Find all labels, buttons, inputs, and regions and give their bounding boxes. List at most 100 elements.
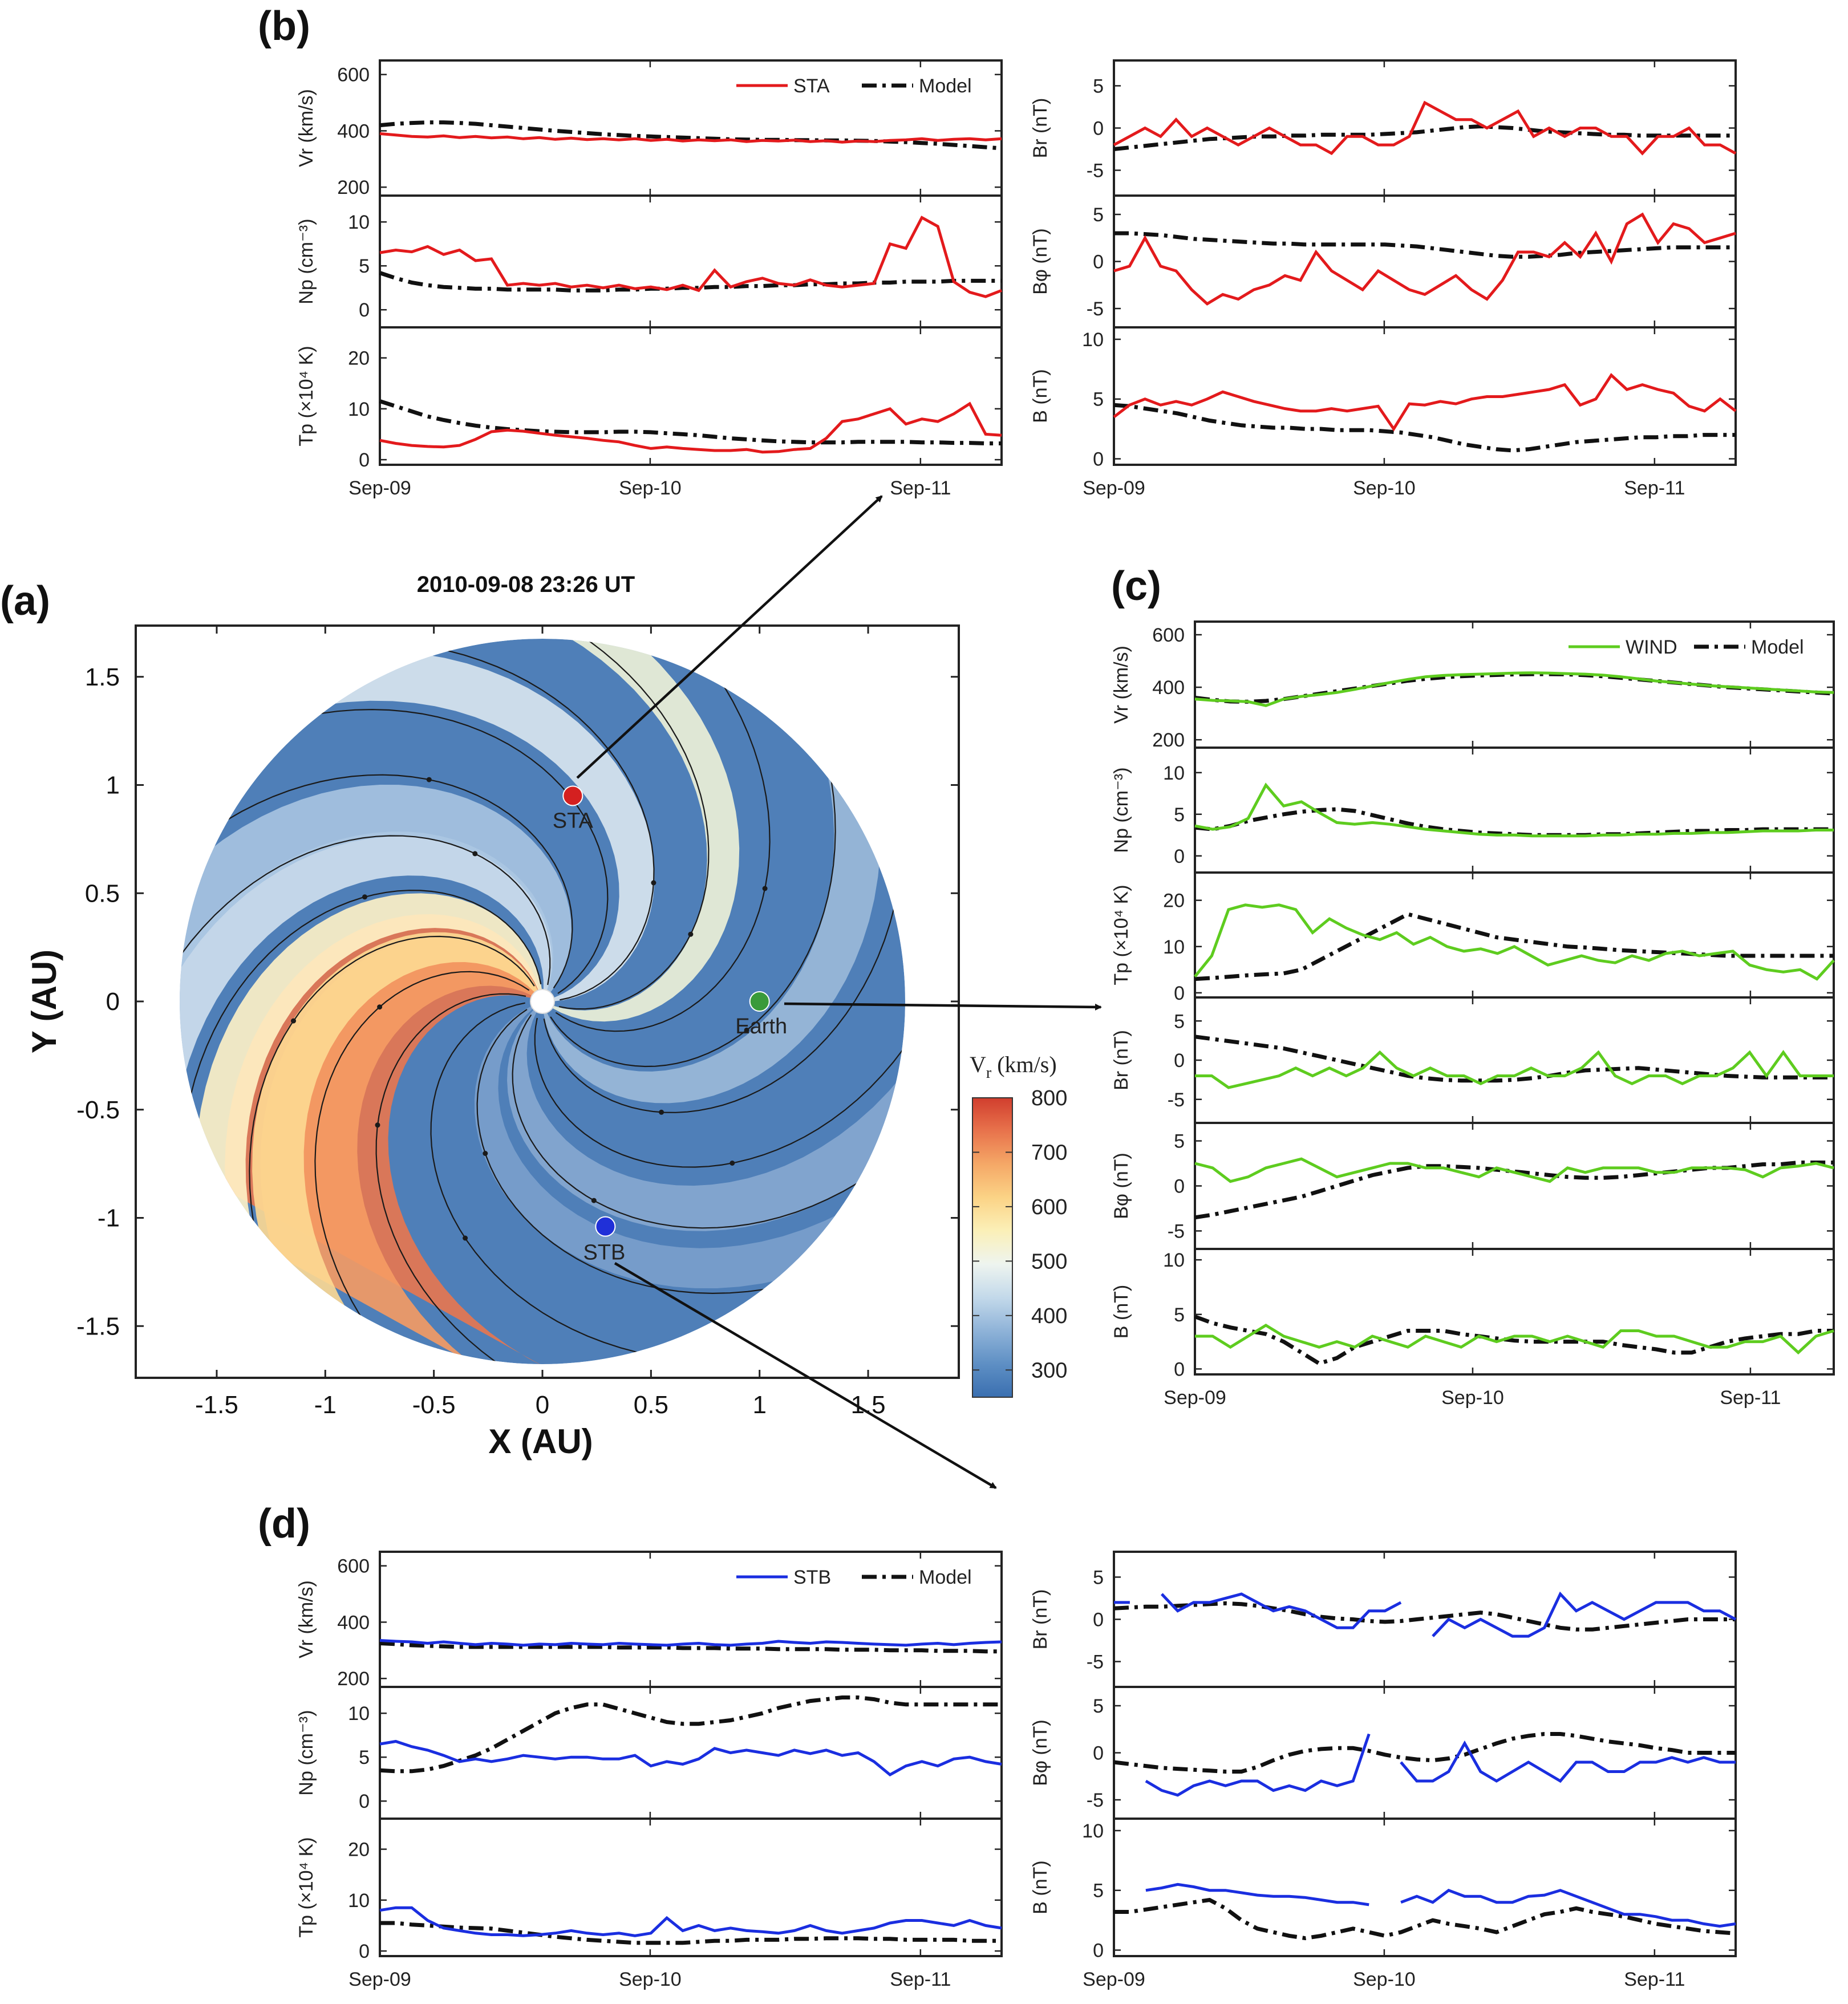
y-tick-label: 0 — [1093, 251, 1104, 273]
y-tick-label: 0 — [1093, 1609, 1104, 1631]
y-tick-label: 200 — [1152, 729, 1185, 751]
y-axis-label: Bφ (nT) — [1030, 228, 1051, 295]
field-line — [375, 993, 526, 1364]
y-tick-label: 600 — [337, 1556, 370, 1577]
field-line — [476, 1009, 784, 1295]
spacecraft-label: STA — [553, 809, 594, 833]
colorbar-ticks: 800 700 600 500 400 300 — [972, 1086, 1067, 1382]
subplot-frame — [1113, 59, 1737, 197]
legend-model-label: Model — [1751, 636, 1804, 658]
speed-band — [507, 1008, 905, 1231]
y-tick-label: 0 — [1174, 983, 1185, 1004]
speed-band — [180, 785, 572, 993]
y-tick-label: 0 — [1093, 449, 1104, 470]
observed-series-line — [379, 1739, 1002, 1777]
observed-series-line — [1194, 671, 1834, 707]
y-tick-label: 600 — [1152, 624, 1185, 646]
field-line — [543, 888, 899, 1113]
colorbar: Vr (km/s) 800 700 600 500 400 300 — [970, 1052, 1067, 1398]
y-tick-label: 10 — [1163, 936, 1185, 958]
y-tick-label: -5 — [1168, 1220, 1185, 1242]
y-axis-label: B (nT) — [1030, 369, 1051, 423]
field-line-arrow — [291, 1018, 296, 1024]
model-series-line — [1194, 1315, 1834, 1366]
subplot-frame — [1194, 620, 1835, 749]
colorbar-label: Vr (km/s) — [970, 1052, 1057, 1082]
x-tick-label: Sep-09 — [1164, 1387, 1226, 1409]
subplot-frame — [1113, 194, 1737, 328]
y-tick-label: 5 — [1093, 75, 1104, 97]
field-line-arrow — [730, 1161, 735, 1166]
y-tick-label: 400 — [337, 120, 370, 142]
model-series-line — [1113, 1601, 1736, 1632]
spacecraft-markers: STA Earth STB — [553, 785, 787, 1265]
observed-series-line — [379, 1639, 1002, 1647]
y-tick-label: 5 — [359, 1747, 370, 1768]
connector-arrows — [576, 495, 1102, 1489]
spacecraft-label: STB — [583, 1241, 625, 1265]
subplot-frame — [1194, 747, 1835, 874]
y-tick-label: -5 — [1087, 160, 1104, 182]
field-line-arrow — [483, 1151, 488, 1156]
field-line-arrow — [688, 931, 694, 937]
field-line-arrow — [659, 1109, 664, 1115]
field-line — [186, 890, 542, 1115]
model-series-line — [379, 120, 1002, 151]
map-y-tick-label: -1 — [98, 1204, 120, 1232]
field-line — [249, 935, 535, 1242]
field-line-arrow — [426, 777, 432, 782]
x-tick-label: Sep-10 — [1353, 1969, 1416, 1990]
x-tick-label: Sep-09 — [1083, 1969, 1145, 1990]
field-line — [180, 835, 551, 985]
y-tick-label: 5 — [1174, 804, 1185, 826]
subplot-frame — [379, 1686, 1003, 1820]
y-tick-label: 5 — [1093, 389, 1104, 411]
map-ticks: -1.5 -1 -0.5 0 0.5 1 1.51.510.50-0.5-1-1.5 — [76, 626, 959, 1419]
y-tick-label: 600 — [337, 64, 370, 86]
colorbar-scale — [972, 1097, 1013, 1398]
y-axis-label: Vr (km/s) — [295, 89, 317, 167]
x-tick-label: Sep-09 — [1083, 477, 1145, 499]
field-line-arrow — [377, 1004, 383, 1010]
field-line — [210, 774, 573, 989]
observed-series-line — [379, 401, 1002, 454]
panel-letter-d: (d) — [258, 1501, 310, 1547]
speed-spiral-bands — [180, 639, 905, 1364]
spacecraft-marker — [562, 785, 583, 806]
subplot-frame — [379, 1818, 1003, 1957]
observed-series-line — [379, 216, 1002, 298]
subplot-frame — [379, 1551, 1003, 1688]
y-axis-label: Tp (×10⁴ K) — [295, 346, 317, 446]
y-tick-label: -5 — [1168, 1089, 1185, 1111]
y-tick-label: 10 — [348, 1890, 370, 1912]
legend-observed-label: STB — [793, 1567, 831, 1588]
y-tick-label: -5 — [1087, 1652, 1104, 1673]
y-tick-label: 10 — [348, 212, 370, 233]
y-tick-label: 5 — [1093, 1695, 1104, 1717]
y-tick-label: 0 — [1174, 846, 1185, 867]
legend-model-label: Model — [919, 1567, 972, 1588]
y-tick-label: 0 — [1174, 1176, 1185, 1198]
speed-band — [543, 765, 881, 1104]
y-axis-label: Np (cm⁻³) — [295, 218, 317, 304]
model-series-line — [1114, 1897, 1736, 1941]
y-tick-label: 0 — [1093, 1743, 1104, 1764]
y-tick-label: 20 — [348, 1839, 370, 1861]
subplot-frame — [379, 326, 1003, 466]
colorbar-tick-label: 600 — [1031, 1195, 1067, 1219]
field-line-arrow — [744, 1027, 749, 1033]
field-line-arrow — [591, 1198, 597, 1203]
y-tick-label: 0 — [359, 299, 370, 321]
y-axis-label: Br (nT) — [1111, 1030, 1132, 1090]
map-y-tick-label: 0.5 — [85, 879, 120, 907]
y-tick-label: 0 — [359, 1941, 370, 1962]
observed-series-line — [1195, 1323, 1834, 1355]
x-tick-label: Sep-11 — [890, 1969, 951, 1990]
y-tick-label: -5 — [1087, 298, 1104, 320]
y-tick-label: 5 — [1174, 1131, 1185, 1153]
y-tick-label: 5 — [1093, 204, 1104, 226]
